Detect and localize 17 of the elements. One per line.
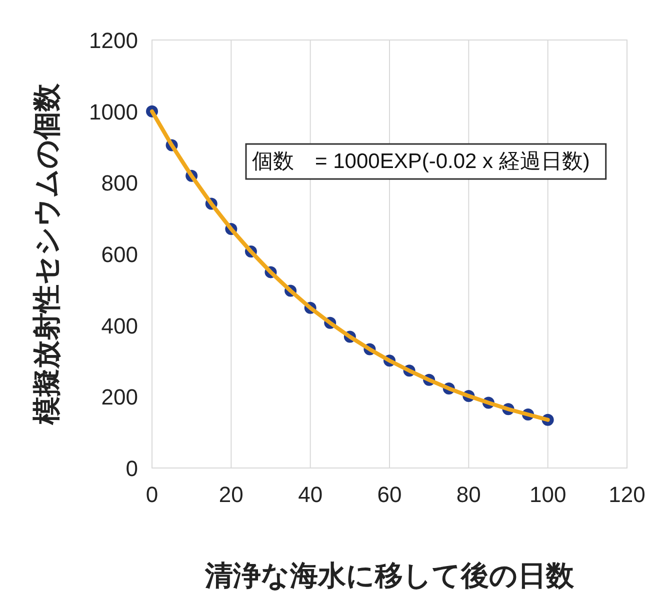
x-tick-label: 60 — [377, 482, 402, 507]
y-tick-label: 400 — [101, 313, 138, 338]
y-tick-label: 0 — [126, 456, 138, 481]
y-tick-label: 200 — [101, 384, 138, 410]
x-tick-label: 80 — [456, 482, 481, 507]
y-tick-label: 1200 — [89, 28, 138, 53]
x-tick-label: 100 — [529, 482, 566, 507]
y-axis-title: 模擬放射性セシウムの個数 — [31, 82, 62, 426]
x-tick-label: 120 — [608, 482, 646, 507]
x-tick-label: 0 — [146, 482, 158, 507]
y-tick-label: 800 — [101, 170, 138, 196]
y-tick-label: 1000 — [89, 99, 138, 124]
x-tick-label: 20 — [218, 482, 244, 507]
x-tick-label: 40 — [298, 482, 323, 507]
annotation: 個数 = 1000EXP(-0.02 x 経過日数) — [252, 150, 590, 173]
y-tick-label: 600 — [101, 242, 138, 267]
x-axis-title: 清浄な海水に移して後の日数 — [204, 560, 575, 591]
